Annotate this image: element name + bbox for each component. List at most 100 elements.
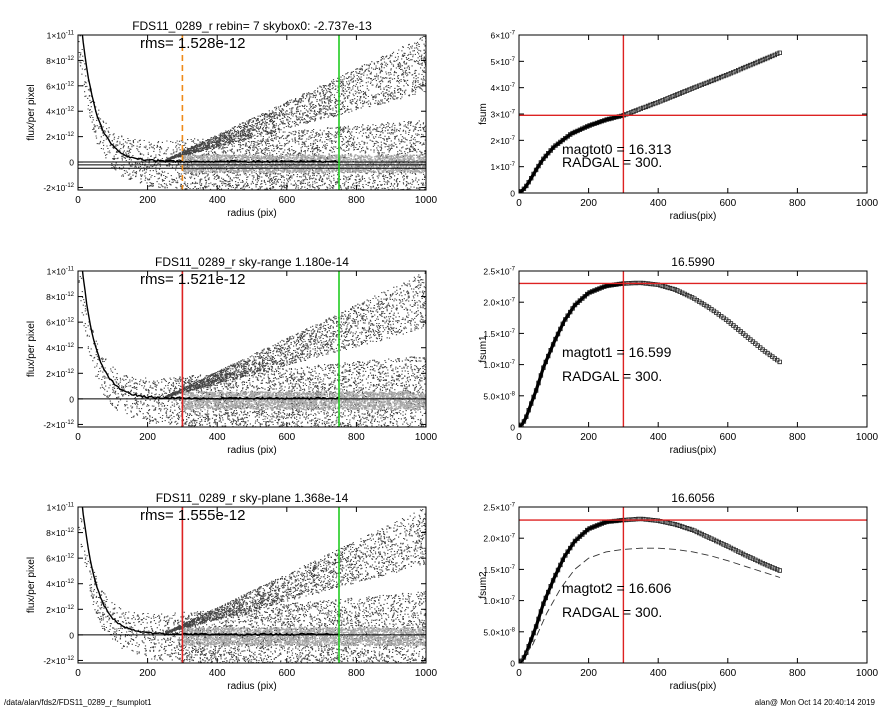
y-tick-label: 8×10-12 xyxy=(46,528,74,538)
y-tick-label: 2.5×10-7 xyxy=(483,503,515,513)
x-axis-label: radius(pix) xyxy=(670,445,717,456)
chart-title: FDS11_0289_r rebin= 7 skybox0: -2.737e-1… xyxy=(132,19,372,33)
x-tick-label: 600 xyxy=(719,198,736,209)
x-tick-label: 800 xyxy=(348,668,365,679)
magnitude-annotation-0: magtot2 = 16.606 xyxy=(562,580,672,596)
y-axis-label: fsum2 xyxy=(478,571,489,599)
y-tick-label: 0 xyxy=(69,158,74,168)
y-tick-label: 2.0×10-7 xyxy=(483,534,515,544)
y-tick-label: 4×10-12 xyxy=(46,107,74,117)
y-tick-label: 6×10-12 xyxy=(46,554,74,564)
axes-frame xyxy=(77,270,427,428)
chart-p6: magtot2 = 16.606 RADGAL = 300. 0 200 400 600 8… xyxy=(478,491,879,692)
y-tick-label: 0 xyxy=(510,659,515,669)
y-tick-label: 0 xyxy=(510,423,515,433)
x-tick-label: 1000 xyxy=(856,432,879,443)
plot-area xyxy=(78,35,426,190)
x-tick-label: 400 xyxy=(209,668,226,679)
y-tick-label: 1.5×10-7 xyxy=(483,565,515,575)
y-tick-label: 6×10-7 xyxy=(491,31,516,41)
x-tick-label: 600 xyxy=(278,432,295,443)
magnitude-annotation-0: magtot1 = 16.599 xyxy=(562,344,672,360)
y-tick-label: -2×10-12 xyxy=(43,656,74,666)
curve-markers xyxy=(519,516,782,663)
x-tick-label: 0 xyxy=(516,198,522,209)
curve-line xyxy=(519,281,624,427)
rms-annotation: rms= 1.555e-12 xyxy=(140,507,245,524)
scatter-points-light xyxy=(182,627,426,647)
x-tick-label: 0 xyxy=(516,432,522,443)
y-tick-label: 1×10-11 xyxy=(47,503,75,513)
x-tick-label: 400 xyxy=(209,195,226,206)
y-tick-label: 5.0×10-8 xyxy=(483,627,515,637)
y-axis-label: flux/per pixel xyxy=(26,557,37,613)
y-axis-label: fsum1 xyxy=(478,335,489,363)
plot-area xyxy=(519,507,867,663)
y-tick-label: 1×10-11 xyxy=(47,267,75,277)
x-tick-label: 200 xyxy=(139,195,156,206)
y-tick-label: 3×10-7 xyxy=(491,110,516,120)
scatter-points-light xyxy=(182,391,426,411)
magnitude-annotation-1: RADGAL = 300. xyxy=(562,368,662,384)
x-tick-label: 400 xyxy=(650,668,667,679)
y-tick-label: -2×10-12 xyxy=(43,420,74,430)
x-tick-label: 400 xyxy=(650,432,667,443)
x-axis-label: radius (pix) xyxy=(227,681,276,692)
y-axis-label: flux/per pixel xyxy=(26,84,37,140)
y-tick-label: 2.0×10-7 xyxy=(483,298,515,308)
x-tick-label: 1000 xyxy=(415,432,438,443)
scatter-points-dark xyxy=(78,508,426,663)
y-axis-label: flux/per pixel xyxy=(26,321,37,377)
x-tick-label: 800 xyxy=(348,432,365,443)
rms-annotation: rms= 1.521e-12 xyxy=(140,271,245,288)
x-tick-label: 1000 xyxy=(415,195,438,206)
axes-frame xyxy=(518,506,868,664)
curve-markers xyxy=(519,50,782,193)
rms-annotation: rms= 1.528e-12 xyxy=(140,35,245,52)
plot-area xyxy=(519,35,867,193)
footer-path: /data/alan/fds2/FDS11_0289_r_fsumplot1 xyxy=(4,698,152,707)
plot-area xyxy=(78,507,426,663)
chart-p1: rms= 1.528e-12 0 200 400 600 800 1000 1×10-11 8×… xyxy=(26,19,438,219)
x-tick-label: 600 xyxy=(719,432,736,443)
chart-title: FDS11_0289_r sky-range 1.180e-14 xyxy=(155,255,349,269)
y-tick-label: 0 xyxy=(69,630,74,640)
y-tick-label: 6×10-12 xyxy=(46,318,74,328)
x-tick-label: 200 xyxy=(580,668,597,679)
y-tick-label: 2×10-7 xyxy=(491,136,516,146)
x-tick-label: 0 xyxy=(75,668,81,679)
chart-p3: rms= 1.521e-12 0 200 400 600 800 1000 1×10-11 8×… xyxy=(26,255,438,456)
x-tick-label: 600 xyxy=(719,668,736,679)
y-axis-label: fsum xyxy=(478,103,489,125)
chart-title: 16.6056 xyxy=(671,491,715,505)
y-tick-label: -2×10-12 xyxy=(43,183,74,193)
y-tick-label: 2×10-12 xyxy=(46,605,74,615)
x-axis-label: radius(pix) xyxy=(670,211,717,222)
x-axis-label: radius(pix) xyxy=(670,681,717,692)
y-tick-label: 1.5×10-7 xyxy=(483,329,515,339)
x-tick-label: 400 xyxy=(650,198,667,209)
x-tick-label: 0 xyxy=(516,668,522,679)
scatter-points-dark xyxy=(78,35,426,190)
y-tick-label: 1.0×10-7 xyxy=(483,360,515,370)
x-tick-label: 800 xyxy=(789,198,806,209)
x-tick-label: 0 xyxy=(75,432,81,443)
x-tick-label: 200 xyxy=(139,432,156,443)
y-tick-label: 4×10-7 xyxy=(491,83,516,93)
x-axis-label: radius (pix) xyxy=(227,445,276,456)
x-tick-label: 1000 xyxy=(415,668,438,679)
y-tick-label: 5.0×10-8 xyxy=(483,391,515,401)
x-tick-label: 200 xyxy=(139,668,156,679)
axes-frame xyxy=(518,270,868,428)
y-tick-label: 5×10-7 xyxy=(491,57,516,67)
y-tick-label: 0 xyxy=(69,394,74,404)
plot-area xyxy=(78,271,426,427)
y-tick-label: 6×10-12 xyxy=(46,81,74,91)
y-tick-label: 2×10-12 xyxy=(46,369,74,379)
x-tick-label: 0 xyxy=(75,195,81,206)
curve-line xyxy=(519,113,624,193)
scatter-points-light xyxy=(182,154,426,174)
x-tick-label: 200 xyxy=(580,198,597,209)
